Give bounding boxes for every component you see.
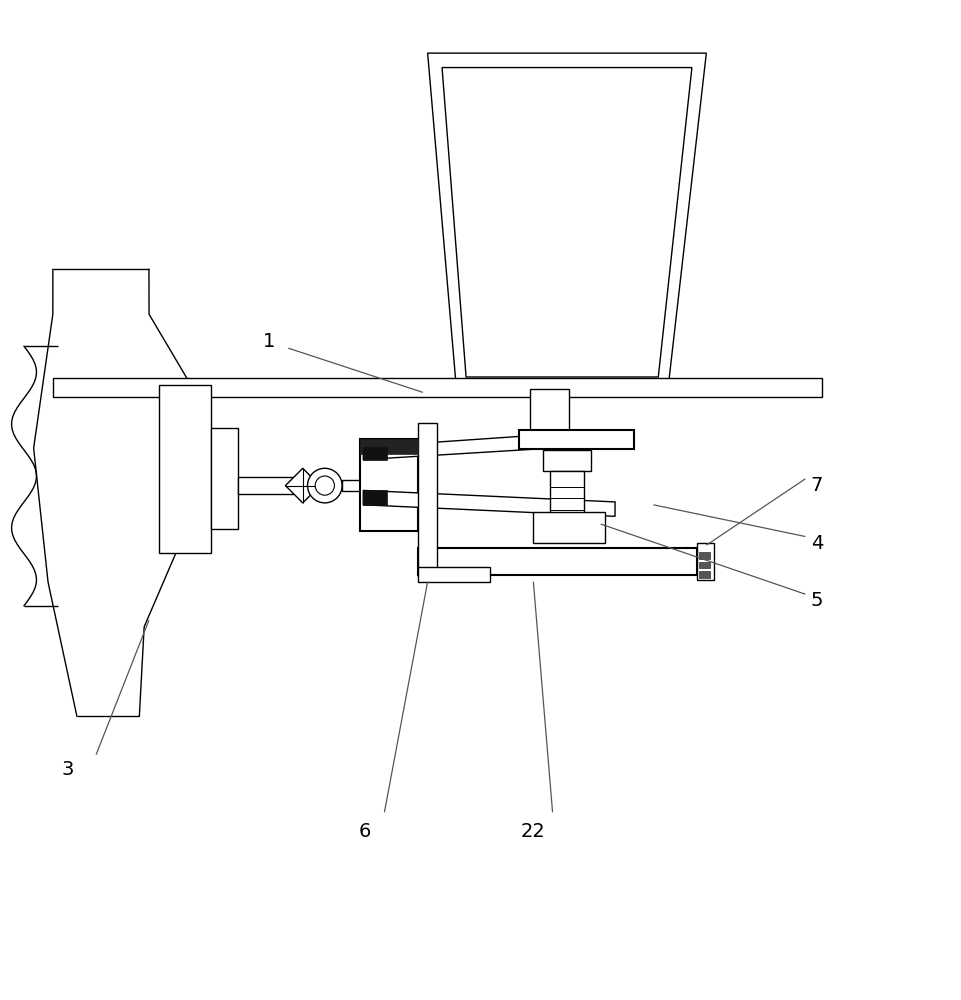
Bar	[360, 439, 418, 531]
Polygon shape	[363, 490, 615, 516]
Text: 6: 6	[359, 822, 371, 841]
Bar	[543, 450, 591, 471]
Polygon shape	[285, 468, 320, 503]
Bar	[211, 428, 238, 529]
Text: 4: 4	[811, 534, 823, 553]
Bar	[342, 480, 363, 491]
Bar	[551, 471, 584, 514]
Bar	[360, 439, 418, 454]
Bar	[533, 512, 605, 543]
Polygon shape	[428, 53, 706, 389]
Bar	[418, 548, 697, 575]
Bar	[530, 389, 569, 444]
Bar	[363, 447, 387, 460]
Bar	[363, 490, 387, 505]
Circle shape	[315, 476, 334, 495]
Bar	[159, 385, 211, 553]
Bar	[699, 562, 710, 568]
Text: 5: 5	[810, 591, 824, 610]
Polygon shape	[442, 68, 692, 377]
Bar	[238, 477, 293, 494]
Polygon shape	[363, 430, 615, 460]
Text: 7: 7	[811, 476, 823, 495]
Circle shape	[308, 468, 342, 503]
Bar	[699, 571, 710, 578]
Bar	[53, 378, 822, 397]
Text: 22: 22	[521, 822, 546, 841]
Bar	[697, 543, 714, 580]
Text: 1: 1	[263, 332, 275, 351]
Bar	[418, 423, 437, 577]
Bar	[418, 567, 490, 582]
Text: 3: 3	[62, 760, 73, 779]
Bar	[699, 552, 710, 559]
Bar	[519, 430, 634, 449]
